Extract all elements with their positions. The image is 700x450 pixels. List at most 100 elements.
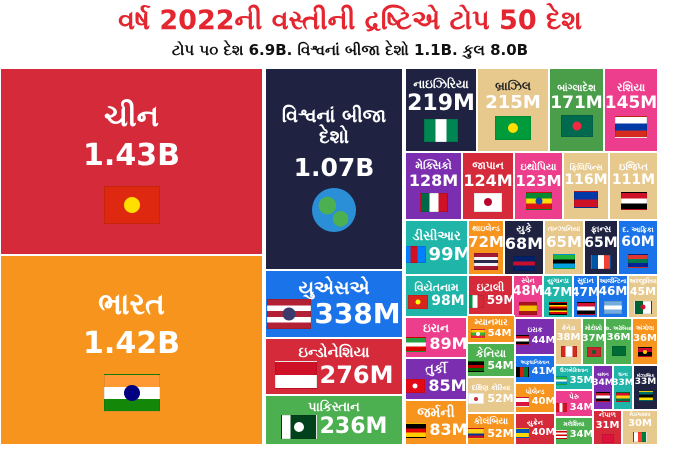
madagascar-flag-icon	[633, 432, 647, 443]
tanzania-flag-icon	[553, 253, 575, 269]
country-name: બ્રાઝિલ	[495, 79, 531, 93]
country-cell-uzbekistan: ઉઝબેકિસ્તાન 35M	[555, 365, 593, 390]
population-value: 33M	[634, 377, 657, 388]
country-cell-canada: કેનેડા 38M	[555, 318, 582, 365]
population-value: 236M	[319, 414, 388, 440]
country-name: જર્મની	[417, 405, 455, 421]
uk-flag-icon	[513, 255, 535, 271]
flag-value-row: 41M	[516, 366, 555, 378]
nigeria-flag-icon	[424, 118, 458, 142]
country-name: ચીન	[104, 98, 159, 134]
population-value: 35M	[569, 374, 593, 386]
country-name: થાઇલેન્ડ	[472, 223, 500, 233]
country-cell-vietnam: વિયેતનામ 98M	[405, 275, 468, 317]
country-name: ઇરાક	[527, 326, 543, 335]
population-value: 41M	[531, 366, 555, 378]
country-cell-peru: પેરુ 34M	[555, 390, 593, 417]
country-name: ઇજિપ્ત	[619, 162, 648, 174]
population-value: 40M	[531, 427, 555, 439]
country-cell-thailand: થાઇલેન્ડ 72M	[468, 220, 504, 275]
ethiopia-flag-icon	[525, 192, 552, 211]
country-name: વિશ્વનાં બીજા દેશો	[281, 105, 387, 149]
ukraine-flag-icon	[516, 427, 529, 438]
population-value: 40M	[531, 396, 555, 408]
vietnam-flag-icon	[408, 295, 429, 310]
country-cell-algeria: અલ્જીરિયા 45M	[628, 275, 658, 318]
canada-flag-icon	[560, 346, 577, 358]
country-cell-indonesia: ઇન્ડોનેશિયા 276M	[265, 338, 403, 395]
population-value: 338M	[314, 297, 401, 331]
population-value: 215M	[485, 92, 541, 114]
country-name: કેનિયા	[475, 346, 507, 360]
population-value: 34M	[569, 401, 593, 413]
bangladesh-flag-icon	[560, 115, 593, 138]
flag-value-row: 54M	[470, 328, 511, 339]
population-value: 65M	[584, 235, 618, 252]
country-name: મોરોક્કો	[584, 325, 603, 333]
country-cell-mexico: મેક્સિકો 128M	[405, 152, 462, 220]
country-cell-usa: યુએસએ 338M	[265, 270, 403, 338]
population-value: 52M	[487, 426, 514, 440]
philippines-flag-icon	[574, 191, 598, 209]
globe-icon	[312, 187, 356, 232]
country-cell-uganda: યુગાન્ડા 47M	[543, 275, 573, 318]
poland-flag-icon	[516, 396, 529, 407]
country-name: પોલેન્ડ	[525, 387, 545, 396]
country-cell-germany: જર્મની 83M	[405, 400, 467, 445]
morocco-flag-icon	[586, 346, 601, 357]
population-value: 31M	[595, 419, 620, 431]
country-cell-poland: પોલેન્ડ 40M	[515, 383, 555, 413]
nepal-flag-icon	[601, 433, 614, 443]
population-value: 116M	[564, 171, 608, 188]
population-value: 123M	[515, 171, 562, 190]
population-value: 68M	[504, 234, 544, 254]
flag-value-row: 34M	[556, 401, 593, 413]
india-flag-icon	[103, 374, 160, 412]
country-cell-turkey: તુર્કી 85M	[405, 358, 467, 400]
country-cell-tanzania: તાન્ઝાનિયા 65M	[544, 220, 584, 275]
country-cell-uk: યુકે 68M	[504, 220, 544, 275]
flag-value-row: 44M	[516, 334, 555, 346]
country-name: ઇથોપિયા	[520, 161, 557, 173]
country-name: યુકે	[516, 224, 532, 236]
country-name: જાપાન	[472, 159, 504, 173]
country-cell-ukraine: યુક્રેન 40M	[515, 413, 555, 445]
thailand-flag-icon	[474, 253, 498, 271]
country-name: સુદાન	[577, 277, 594, 286]
country-name: ફ્રાન્સ	[590, 225, 612, 236]
population-value: 44M	[531, 334, 555, 346]
country-name: કેનેડા	[561, 324, 576, 332]
population-value: 111M	[611, 172, 656, 189]
country-cell-bangladesh: બાંગ્લાદેશ 171M	[549, 68, 604, 152]
country-name: મેડાગાસ્કર	[629, 411, 651, 418]
population-value: 219M	[407, 90, 475, 116]
population-value: 1.07B	[293, 153, 375, 183]
algeria-flag-icon	[634, 300, 652, 314]
country-cell-myanmar: મ્યાનમાર 54M	[467, 315, 515, 343]
country-cell-ethiopia: ઇથોપિયા 123M	[514, 152, 563, 220]
uganda-flag-icon	[549, 301, 567, 315]
country-name: યુક્રેન	[527, 418, 543, 427]
mozambique-flag-icon	[638, 391, 653, 402]
peru-flag-icon	[556, 402, 567, 412]
country-name: અલ્જીરિયા	[629, 278, 657, 286]
country-cell-morocco: મોરોક્કો 37M	[582, 318, 605, 365]
population-value: 83M	[429, 420, 467, 440]
country-cell-sudan: સુદાન47M	[573, 275, 598, 318]
population-value: 59M	[486, 293, 513, 308]
flag-value-row: 83M	[406, 420, 467, 440]
population-value: 52M	[487, 391, 514, 405]
country-cell-afghanistan: અફઘાનિસ્તાન 41M	[515, 355, 555, 383]
country-name: મ્યાનમાર	[474, 317, 508, 328]
country-cell-madagascar: મેડાગાસ્કર 30M	[622, 410, 658, 445]
population-value: 38M	[556, 332, 581, 344]
population-value: 48M	[513, 284, 543, 300]
country-cell-iran: ઇરાન 89M	[405, 317, 467, 358]
germany-flag-icon	[406, 422, 427, 438]
country-name: આર્જેન્ટિના	[599, 277, 627, 285]
population-value: 47M	[574, 284, 598, 299]
yemen-flag-icon	[596, 391, 610, 402]
country-name: નાઇઝિરિયા	[413, 77, 469, 92]
turkey-flag-icon	[406, 379, 426, 394]
